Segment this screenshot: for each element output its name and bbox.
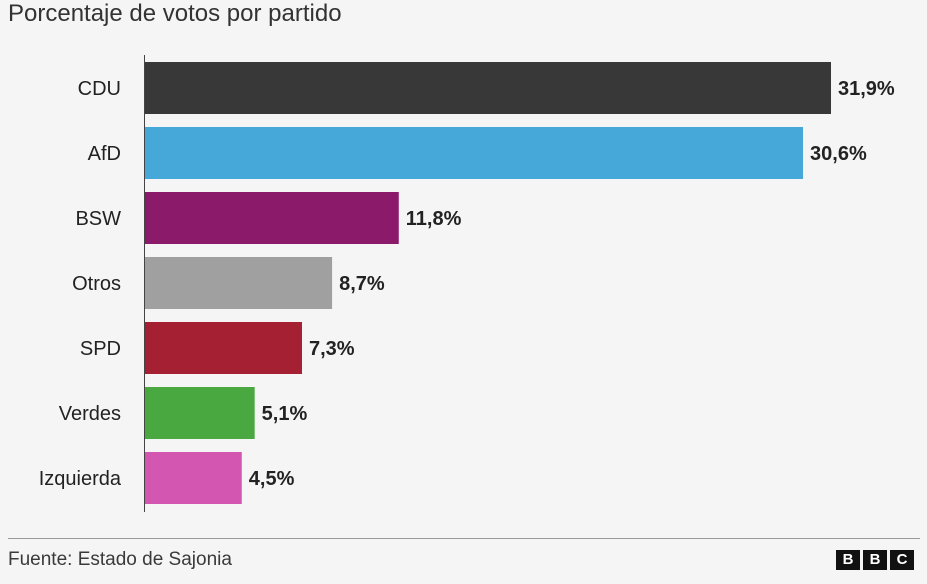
footer-divider [8, 538, 920, 539]
logo-letter-1: B [836, 550, 860, 570]
logo-letter-3: C [890, 550, 914, 570]
category-label: BSW [75, 208, 121, 230]
value-label: 5,1% [262, 403, 308, 425]
value-label: 8,7% [339, 273, 385, 295]
chart-title: Porcentaje de votos por partido [8, 0, 342, 27]
bar-bsw [145, 192, 399, 244]
bbc-logo: B B C [836, 550, 914, 570]
logo-letter-2: B [863, 550, 887, 570]
category-label: Verdes [59, 403, 121, 425]
value-label: 31,9% [838, 78, 895, 100]
bar-cdu [145, 62, 831, 114]
bar-izquierda [145, 452, 242, 504]
bar-verdes [145, 387, 255, 439]
value-label: 7,3% [309, 338, 355, 360]
category-label: Izquierda [39, 468, 122, 490]
value-label: 4,5% [249, 468, 295, 490]
value-label: 11,8% [406, 208, 462, 230]
bar-afd [145, 127, 804, 179]
bar-chart: CDU 31,9% AfD 30,6% BSW 11,8% Otros 8,7% SPD 7,3%… [39, 55, 895, 512]
bar-otros [145, 257, 333, 309]
bar-spd [145, 322, 302, 374]
category-label: SPD [80, 338, 121, 360]
category-label: CDU [78, 78, 121, 100]
value-label: 30,6% [810, 143, 867, 165]
category-label: Otros [72, 273, 121, 295]
source-note: Fuente: Estado de Sajonia [8, 549, 232, 570]
category-label: AfD [88, 143, 121, 165]
